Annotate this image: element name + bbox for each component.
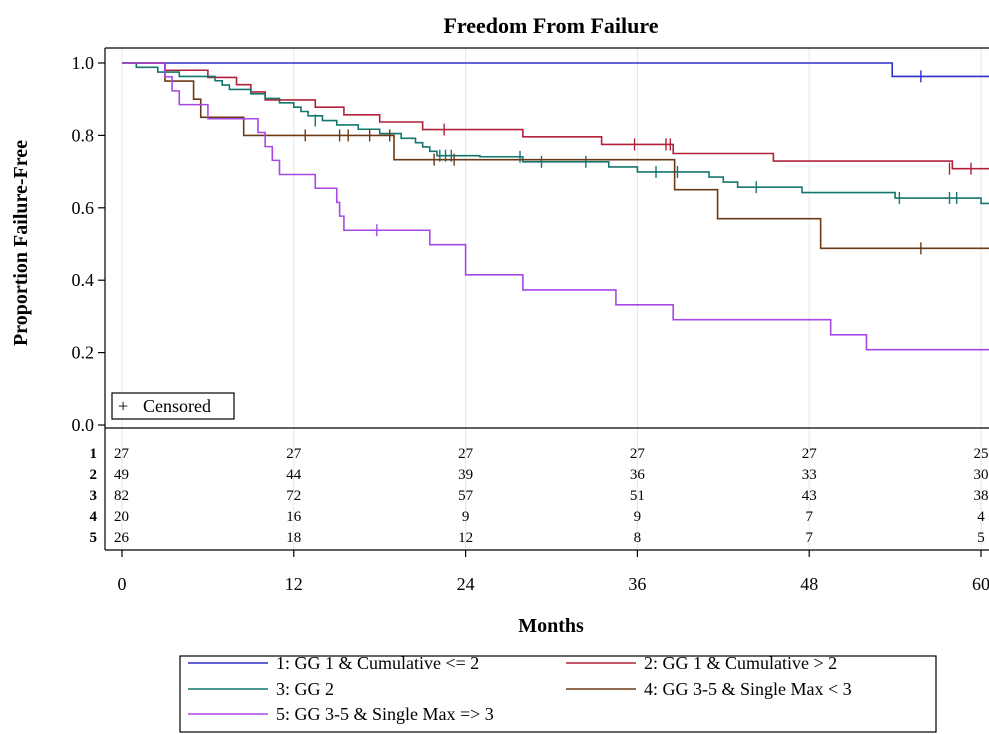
at-risk-count-5-12: 18 xyxy=(286,530,301,546)
y-tick-label-4: 0.8 xyxy=(72,125,95,145)
series-4-line xyxy=(122,62,989,250)
series-3-line xyxy=(122,62,989,205)
legend: 1: GG 1 & Cumulative <= 2 2: GG 1 & Cumul… xyxy=(179,653,937,733)
censored-marker: + xyxy=(118,396,128,416)
at-risk-count-5-24: 12 xyxy=(458,530,473,546)
at-risk-count-2-12: 44 xyxy=(286,467,302,483)
series-1-line xyxy=(122,62,989,78)
censored-legend: + Censored xyxy=(111,392,235,420)
censored-legend-box xyxy=(111,392,235,420)
at-risk-count-1-12: 27 xyxy=(286,446,302,462)
at-risk-count-2-0: 49 xyxy=(114,467,129,483)
at-risk-count-4-24: 9 xyxy=(462,509,470,525)
x-tick-label-3: 36 xyxy=(628,574,646,594)
y-tick-label-0: 0.0 xyxy=(72,415,95,435)
x-tick-label-1: 12 xyxy=(285,574,303,594)
at-risk-count-1-0: 27 xyxy=(114,446,130,462)
series-5-line xyxy=(122,62,989,351)
x-tick-label-0: 0 xyxy=(118,574,127,594)
at-risk-count-5-48: 7 xyxy=(805,530,813,546)
at-risk-count-5-36: 8 xyxy=(634,530,642,546)
at-risk-count-1-24: 27 xyxy=(458,446,474,462)
chart-title: Freedom From Failure xyxy=(443,13,658,38)
at-risk-count-2-48: 33 xyxy=(802,467,817,483)
at-risk-count-2-60: 30 xyxy=(974,467,989,483)
at-risk-count-4-60: 4 xyxy=(977,509,985,525)
legend-label-3: 3: GG 2 xyxy=(276,679,334,699)
y-tick-label-1: 0.2 xyxy=(72,343,95,363)
x-axis-label: Months xyxy=(518,615,584,637)
censored-legend-label: Censored xyxy=(143,396,211,416)
at-risk-count-3-60: 38 xyxy=(974,488,989,504)
x-tick-label-5: 60 xyxy=(972,574,989,594)
at-risk-count-1-36: 27 xyxy=(630,446,646,462)
y-axis-label: Proportion Failure-Free xyxy=(10,140,32,346)
at-risk-count-3-36: 51 xyxy=(630,488,645,504)
series-2-line xyxy=(122,62,989,170)
legend-label-4: 4: GG 3-5 & Single Max < 3 xyxy=(644,679,852,699)
at-risk-count-4-0: 20 xyxy=(114,509,129,525)
at-risk-row-label-2: 2 xyxy=(90,467,98,483)
at-risk-count-4-36: 9 xyxy=(634,509,642,525)
at-risk-row-label-5: 5 xyxy=(90,530,98,546)
y-tick-label-3: 0.6 xyxy=(72,198,95,218)
at-risk-row-label-4: 4 xyxy=(90,509,98,525)
y-tick-label-2: 0.4 xyxy=(72,270,95,290)
legend-label-5: 5: GG 3-5 & Single Max => 3 xyxy=(276,704,494,724)
legend-box xyxy=(179,655,937,733)
at-risk-count-3-48: 43 xyxy=(802,488,817,504)
at-risk-count-1-60: 25 xyxy=(974,446,989,462)
y-tick-label-5: 1.0 xyxy=(72,53,95,73)
at-risk-count-2-36: 36 xyxy=(630,467,646,483)
at-risk-count-5-0: 26 xyxy=(114,530,130,546)
legend-label-2: 2: GG 1 & Cumulative > 2 xyxy=(644,653,837,673)
legend-label-1: 1: GG 1 & Cumulative <= 2 xyxy=(276,653,479,673)
at-risk-count-5-60: 5 xyxy=(977,530,985,546)
at-risk-count-3-0: 82 xyxy=(114,488,129,504)
at-risk-count-3-12: 72 xyxy=(286,488,301,504)
at-risk-count-4-12: 16 xyxy=(286,509,302,525)
at-risk-row-label-3: 3 xyxy=(90,488,98,504)
at-risk-count-2-24: 39 xyxy=(458,467,473,483)
x-tick-label-4: 48 xyxy=(800,574,818,594)
at-risk-count-3-24: 57 xyxy=(458,488,474,504)
x-tick-label-2: 24 xyxy=(457,574,475,594)
at-risk-count-1-48: 27 xyxy=(802,446,818,462)
at-risk-count-4-48: 7 xyxy=(805,509,813,525)
at-risk-row-label-1: 1 xyxy=(90,446,98,462)
